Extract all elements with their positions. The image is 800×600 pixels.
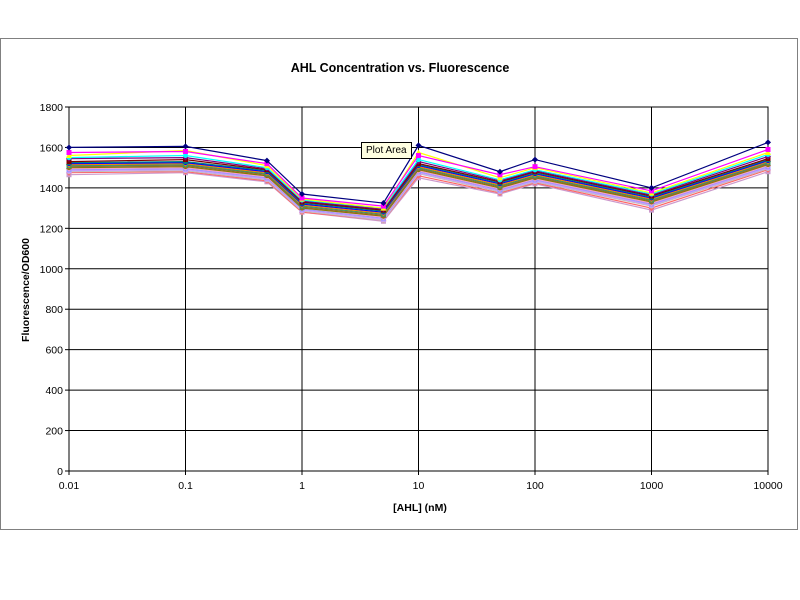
y-tick-label: 400 xyxy=(45,385,63,397)
data-point xyxy=(532,156,538,163)
data-point xyxy=(415,142,422,149)
series-line xyxy=(68,148,769,207)
y-tick-label: 1200 xyxy=(40,223,64,235)
data-point xyxy=(66,159,72,165)
data-point xyxy=(66,152,72,159)
series-1 xyxy=(66,139,771,207)
series-line xyxy=(68,158,769,211)
series-line xyxy=(68,165,769,218)
data-point xyxy=(66,150,72,155)
data-point xyxy=(532,164,538,170)
series-line xyxy=(68,155,769,210)
data-point xyxy=(264,161,270,167)
series-line xyxy=(68,169,769,221)
x-tick-label: 1 xyxy=(299,480,305,492)
series-line xyxy=(68,161,769,214)
data-point xyxy=(380,203,386,209)
y-tick-label: 1000 xyxy=(40,264,64,276)
x-tick-label: 10000 xyxy=(753,480,782,492)
series-layer xyxy=(66,139,771,224)
x-tick-label: 10 xyxy=(413,480,425,492)
data-point xyxy=(497,172,503,178)
data-point xyxy=(299,190,305,197)
data-point xyxy=(765,139,771,146)
x-tick-label: 100 xyxy=(526,480,544,492)
axis-layer: 0 200 400 600 800 1000 1200 1400 1600 1800 0.01 0.1… xyxy=(40,102,783,492)
x-tick-label: 1000 xyxy=(640,480,664,492)
chart-title: AHL Concentration vs. Fluorescence xyxy=(290,61,510,75)
y-tick-label: 0 xyxy=(57,466,63,478)
series-2 xyxy=(66,146,771,209)
series-line xyxy=(68,164,769,217)
data-point xyxy=(182,143,189,150)
y-tick-label: 1800 xyxy=(40,102,64,114)
series-line xyxy=(68,160,769,213)
data-point xyxy=(299,195,305,201)
data-point xyxy=(263,157,270,164)
data-point xyxy=(380,200,387,207)
series-line xyxy=(68,162,769,215)
series-line xyxy=(68,163,769,216)
plot-area-tooltip: Plot Area xyxy=(361,142,412,159)
y-tick-label: 200 xyxy=(45,426,63,438)
series-line xyxy=(68,167,769,220)
data-point xyxy=(66,144,72,151)
y-tick-label: 600 xyxy=(45,345,63,357)
chart-frame xyxy=(0,38,798,530)
x-tick-label: 0.1 xyxy=(178,480,193,492)
series-line xyxy=(68,141,769,204)
x-tick-label: 0.01 xyxy=(59,480,80,492)
series-line xyxy=(68,159,769,212)
data-point xyxy=(496,168,503,175)
series-line xyxy=(68,153,769,209)
series-line xyxy=(68,171,769,222)
series-line xyxy=(68,166,769,219)
plot-border xyxy=(68,106,769,472)
data-point xyxy=(183,153,188,159)
data-point xyxy=(765,149,771,155)
x-axis-label: [AHL] (nM) xyxy=(393,502,447,514)
data-point xyxy=(496,174,503,181)
y-tick-label: 800 xyxy=(45,304,63,316)
data-point xyxy=(765,146,771,152)
data-point xyxy=(416,153,421,159)
series-line xyxy=(68,168,769,221)
data-point xyxy=(648,184,655,191)
y-tick-label: 1400 xyxy=(40,183,64,195)
data-point xyxy=(649,188,654,194)
data-point xyxy=(183,148,188,154)
y-tick-label: 1600 xyxy=(40,142,64,154)
